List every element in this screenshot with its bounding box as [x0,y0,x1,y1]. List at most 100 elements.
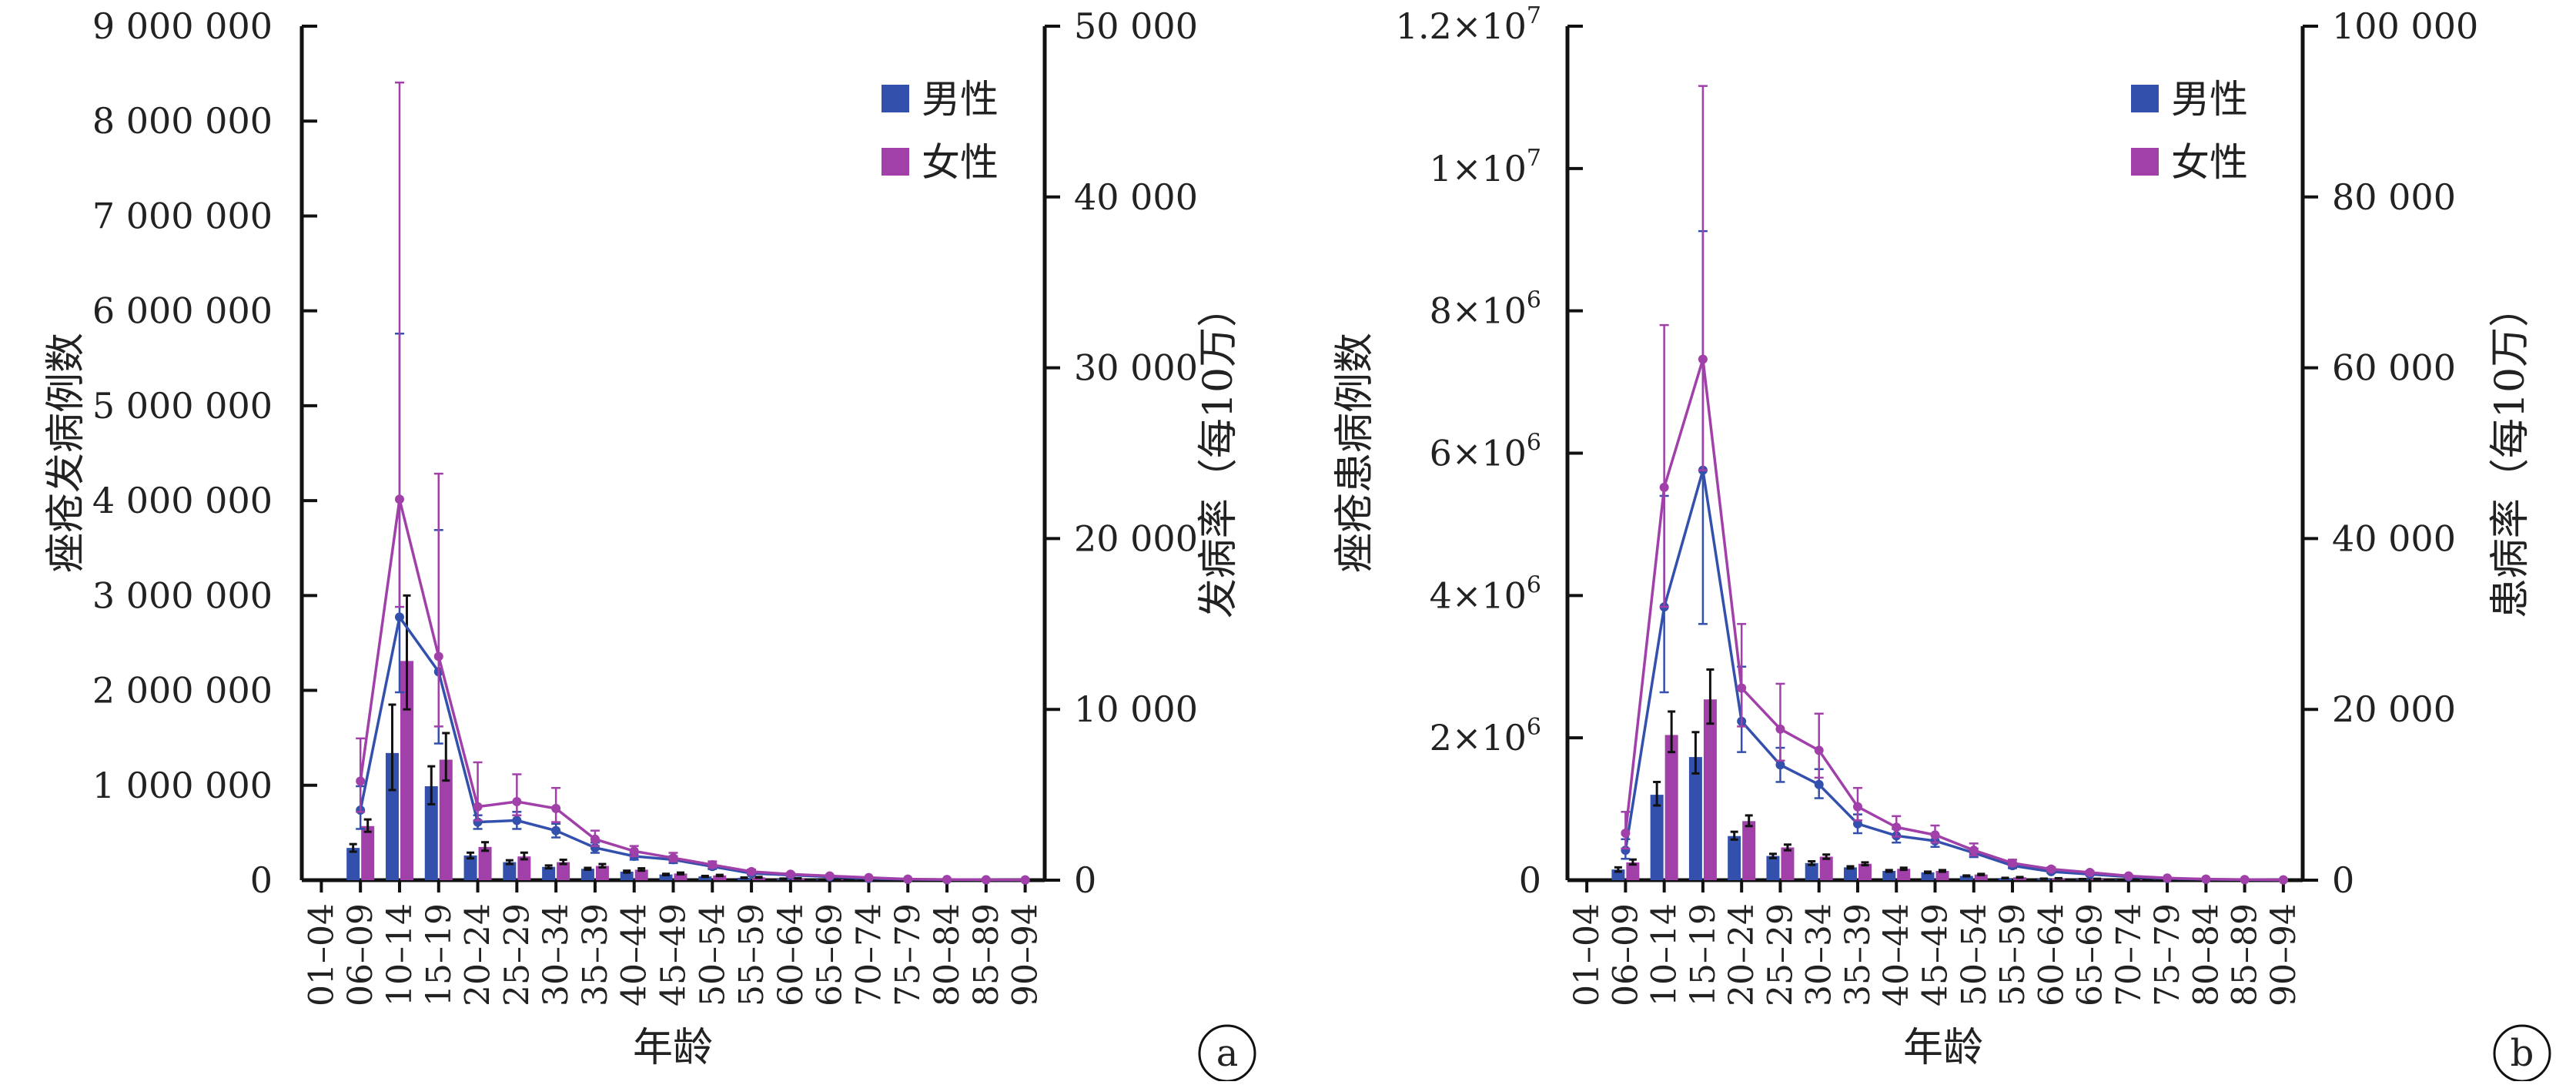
x-tick-label: 35–39 [1838,903,1878,1006]
y-left-tick-mantissa: 8×10 [1430,290,1527,332]
y-right-tick-label: 20 000 [1074,517,1198,559]
x-tick-label: 65–69 [2071,903,2110,1006]
y-right-tick-label: 0 [1074,859,1096,901]
rate-point-female [669,853,678,862]
rate-point-female [1698,355,1708,364]
y-right-tick-label: 50 000 [1074,5,1198,47]
legend-swatch-male [2131,85,2159,112]
y-left-tick-label: 2 000 000 [92,670,273,712]
y-left-tick-label: 1.2×107 [1396,2,1541,47]
panel-label: b [2511,1032,2534,1075]
y-left-tick-label: 9 000 000 [92,5,273,47]
y-left-tick-label: 8×106 [1430,287,1541,332]
x-tick-label: 40–44 [615,903,654,1006]
x-tick-label: 45–49 [1916,903,1955,1006]
x-tick-label: 70–74 [849,903,888,1006]
y-left-tick-exponent: 7 [1527,145,1541,172]
y-left-tick-mantissa: 4×10 [1430,574,1527,616]
rate-point-female [1660,483,1669,492]
rate-point-female [1892,822,1901,832]
bar-male [1689,757,1702,880]
y-left-tick-label: 6×106 [1430,430,1541,474]
bar-female [1665,735,1678,880]
y-left-tick-mantissa: 1×10 [1430,148,1527,189]
bar-female [361,826,374,880]
legend-swatch-female [882,148,909,176]
x-tick-label: 10–14 [1645,903,1684,1006]
rate-point-female [747,867,756,876]
y-axis-left-title: 痤疮发病例数 [43,333,89,573]
y-left-tick-label: 4×106 [1430,571,1541,616]
rate-point-female [1815,745,1824,755]
y-left-tick-label: 7 000 000 [92,195,273,236]
x-tick-label: 85–89 [967,903,1006,1006]
x-tick-label: 65–69 [811,903,850,1006]
y-right-tick-label: 80 000 [2332,176,2456,218]
bar-female [1704,699,1717,880]
rate-point-female [2163,873,2172,882]
x-tick-label: 15–19 [1684,903,1723,1006]
rate-point-female [982,875,991,884]
legend-label: 男性 [2171,77,2248,122]
y-left-tick-label: 0 [250,859,273,901]
y-left-tick-exponent: 6 [1527,571,1541,598]
rate-point-female [434,651,443,661]
rate-point-male [1815,780,1824,789]
x-tick-label: 90–94 [2264,903,2303,1006]
rate-point-female [903,875,912,884]
y-right-tick-label: 60 000 [2332,347,2456,389]
legend-swatch-male [882,85,909,112]
rate-point-female [864,873,873,882]
rate-line-female [1625,360,2283,880]
x-tick-label: 85–89 [2226,903,2265,1006]
x-tick-label: 01–04 [1567,903,1607,1006]
x-tick-label: 60–64 [2032,903,2071,1006]
y-right-tick-label: 40 000 [1074,176,1198,218]
y-left-tick-label: 0 [1519,859,1541,901]
x-tick-label: 50–54 [1955,903,1994,1006]
y-left-tick-label: 4 000 000 [92,480,273,521]
x-tick-label: 50–54 [693,903,732,1006]
rate-point-female [590,835,600,844]
bar-male [1728,836,1741,880]
rate-point-female [512,797,521,806]
y-axis-right-title: 患病率（每10万） [2487,287,2534,618]
y-left-tick-label: 8 000 000 [92,100,273,142]
x-tick-label: 10–14 [380,903,420,1006]
y-left-tick-label: 1 000 000 [92,765,273,806]
rate-point-female [1931,830,1940,839]
rate-point-female [630,846,639,856]
bar-female [1742,821,1755,880]
x-tick-label: 60–64 [771,903,811,1006]
y-left-tick-mantissa: 1.2×10 [1396,5,1527,47]
rate-point-male [512,815,521,825]
rate-point-female [708,860,717,869]
y-axis-left-title: 痤疮患病例数 [1332,333,1378,573]
x-tick-label: 55–59 [1993,903,2032,1006]
rate-point-female [1775,725,1785,734]
y-left-tick-label: 6 000 000 [92,290,273,332]
rate-line-female [360,499,1025,879]
x-tick-label: 40–44 [1877,903,1916,1006]
rate-point-female [1021,876,1030,885]
x-tick-label: 06–09 [341,903,380,1006]
y-left-tick-label: 1×107 [1430,145,1541,189]
rate-point-male [551,826,560,836]
rate-line-male [360,617,1025,879]
bar-male [1651,795,1664,880]
rate-point-female [2046,865,2056,874]
x-tick-label: 70–74 [2109,903,2149,1006]
rate-point-female [1853,802,1862,812]
x-tick-label: 01–04 [302,903,341,1006]
x-tick-label: 30–34 [537,903,576,1006]
rate-point-female [2008,859,2017,868]
y-right-tick-label: 40 000 [2332,517,2456,559]
rate-point-female [356,776,365,785]
x-tick-label: 80–84 [928,903,967,1006]
x-tick-label: 25–29 [1761,903,1800,1006]
bar-female [479,847,492,880]
rate-point-female [786,869,795,879]
x-tick-label: 75–79 [2148,903,2187,1006]
rate-point-female [1621,829,1630,838]
